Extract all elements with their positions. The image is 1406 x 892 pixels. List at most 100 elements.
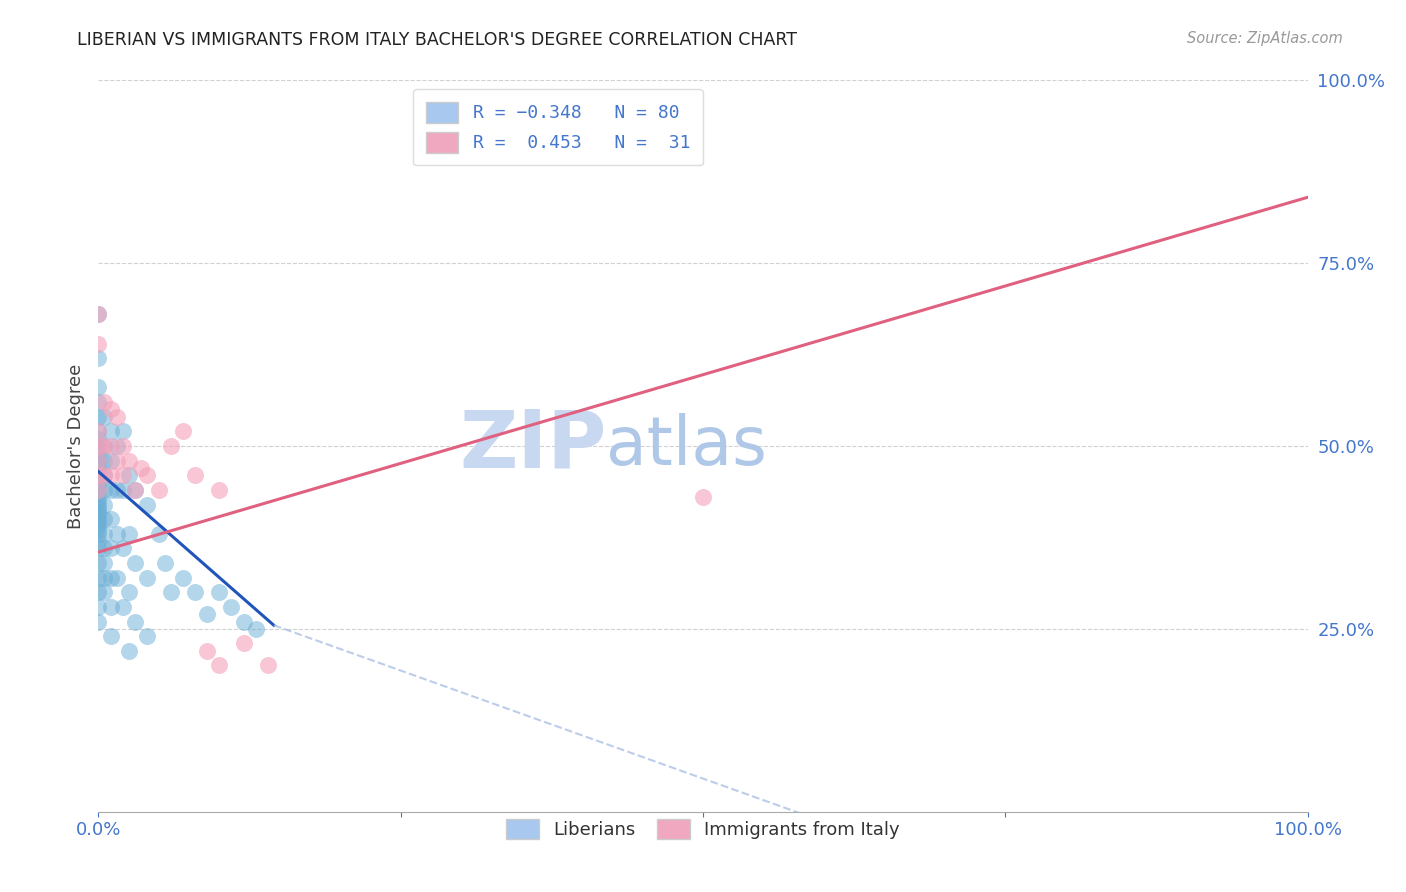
- Point: [153, 556, 176, 570]
- Point: [135, 571, 157, 585]
- Point: [87, 534, 110, 549]
- Point: [87, 498, 110, 512]
- Point: [93, 439, 115, 453]
- Point: [100, 483, 122, 497]
- Point: [111, 599, 134, 614]
- Point: [93, 512, 115, 526]
- Point: [118, 644, 141, 658]
- Y-axis label: Bachelor's Degree: Bachelor's Degree: [66, 363, 84, 529]
- Point: [100, 439, 122, 453]
- Point: [87, 523, 110, 537]
- Point: [148, 483, 170, 497]
- Point: [87, 439, 110, 453]
- Point: [111, 541, 134, 556]
- Point: [87, 494, 110, 508]
- Text: ZIP: ZIP: [458, 407, 606, 485]
- Point: [135, 468, 157, 483]
- Text: Source: ZipAtlas.com: Source: ZipAtlas.com: [1187, 31, 1343, 46]
- Point: [87, 585, 110, 599]
- Point: [87, 541, 110, 556]
- Point: [232, 615, 254, 629]
- Point: [87, 446, 110, 460]
- Point: [93, 483, 115, 497]
- Point: [87, 453, 110, 467]
- Point: [160, 585, 183, 599]
- Point: [93, 498, 115, 512]
- Point: [87, 483, 110, 497]
- Point: [87, 461, 110, 475]
- Point: [195, 644, 218, 658]
- Point: [124, 556, 146, 570]
- Point: [111, 483, 134, 497]
- Point: [87, 307, 110, 321]
- Point: [93, 556, 115, 570]
- Point: [87, 425, 110, 439]
- Point: [118, 468, 141, 483]
- Point: [118, 585, 141, 599]
- Point: [87, 468, 110, 483]
- Point: [87, 395, 110, 409]
- Point: [105, 571, 128, 585]
- Point: [100, 402, 122, 417]
- Point: [208, 483, 231, 497]
- Point: [105, 526, 128, 541]
- Point: [221, 599, 243, 614]
- Point: [105, 453, 128, 467]
- Point: [124, 483, 146, 497]
- Point: [93, 395, 115, 409]
- Text: atlas: atlas: [606, 413, 768, 479]
- Point: [93, 541, 115, 556]
- Point: [87, 453, 110, 467]
- Point: [87, 468, 110, 483]
- Point: [105, 483, 128, 497]
- Point: [172, 571, 194, 585]
- Point: [87, 501, 110, 516]
- Point: [87, 307, 110, 321]
- Point: [256, 658, 278, 673]
- Point: [87, 409, 110, 424]
- Point: [87, 556, 110, 570]
- Point: [87, 526, 110, 541]
- Point: [87, 571, 110, 585]
- Point: [208, 658, 231, 673]
- Point: [148, 526, 170, 541]
- Point: [100, 571, 122, 585]
- Point: [87, 512, 110, 526]
- Point: [93, 526, 115, 541]
- Point: [135, 498, 157, 512]
- Point: [87, 615, 110, 629]
- Point: [124, 483, 146, 497]
- Point: [87, 351, 110, 366]
- Point: [87, 432, 110, 446]
- Point: [105, 439, 128, 453]
- Point: [87, 505, 110, 519]
- Point: [111, 468, 134, 483]
- Point: [208, 585, 231, 599]
- Point: [100, 453, 122, 467]
- Point: [172, 425, 194, 439]
- Point: [87, 483, 110, 497]
- Point: [195, 607, 218, 622]
- Point: [100, 468, 122, 483]
- Point: [111, 425, 134, 439]
- Point: [184, 585, 207, 599]
- Point: [184, 468, 207, 483]
- Point: [87, 519, 110, 533]
- Point: [100, 599, 122, 614]
- Point: [87, 599, 110, 614]
- Point: [87, 439, 110, 453]
- Point: [100, 629, 122, 643]
- Point: [87, 380, 110, 394]
- Point: [87, 336, 110, 351]
- Point: [129, 461, 152, 475]
- Point: [100, 512, 122, 526]
- Point: [118, 453, 141, 467]
- Point: [87, 508, 110, 523]
- Point: [87, 425, 110, 439]
- Point: [93, 571, 115, 585]
- Legend: Liberians, Immigrants from Italy: Liberians, Immigrants from Italy: [499, 812, 907, 847]
- Point: [160, 439, 183, 453]
- Point: [87, 516, 110, 530]
- Point: [232, 636, 254, 650]
- Point: [100, 425, 122, 439]
